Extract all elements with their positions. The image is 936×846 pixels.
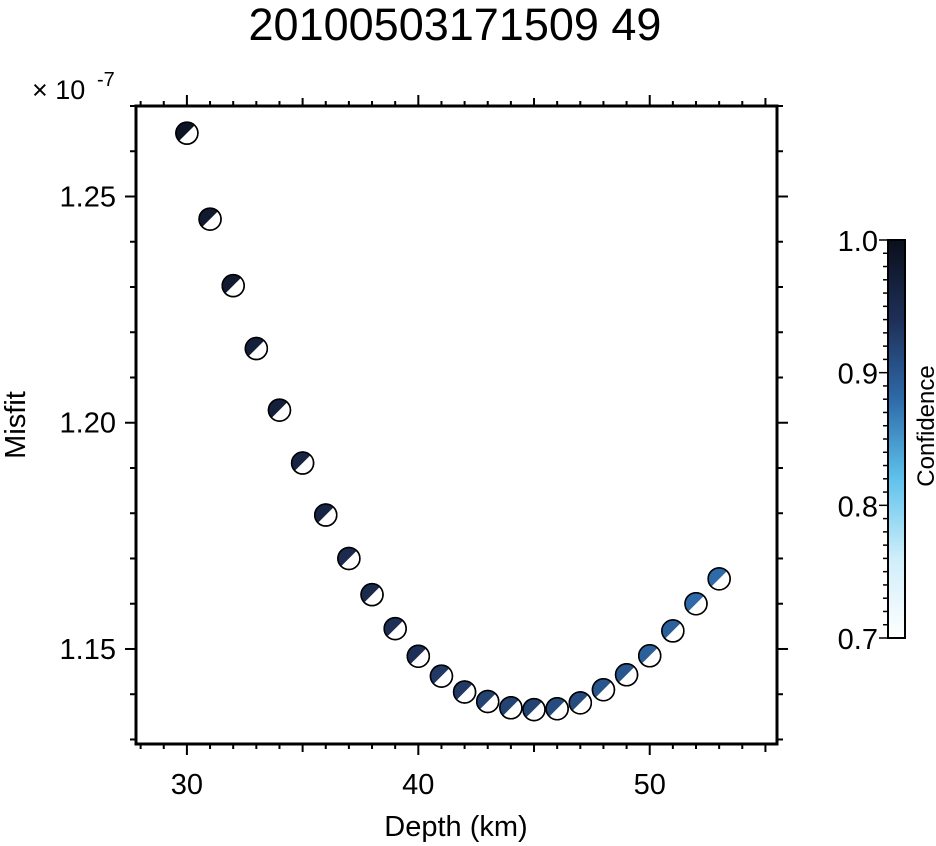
data-point — [661, 619, 685, 643]
data-point — [475, 689, 500, 714]
data-point — [360, 582, 384, 607]
data-point — [383, 616, 407, 641]
x-axis: 30 40 50 — [139, 95, 767, 801]
data-point — [591, 677, 616, 702]
data-point — [406, 644, 431, 668]
y-multiplier-base: × 10 — [32, 75, 85, 105]
x-tick-label: 40 — [402, 769, 434, 801]
colorbar-bar — [887, 239, 906, 639]
data-point — [290, 451, 315, 475]
data-point — [522, 697, 546, 722]
data-point — [499, 696, 523, 720]
data-point — [452, 680, 477, 704]
y-multiplier: × 10 -7 — [32, 69, 115, 105]
colorbar: Confidence 0.7 0.8 0.9 1.0 — [838, 226, 936, 656]
y-tick-label: 1.25 — [60, 181, 116, 213]
chart-title: 20100503171509 49 — [249, 0, 662, 50]
data-point — [198, 207, 222, 231]
y-multiplier-exponent: -7 — [97, 69, 115, 91]
data-point — [568, 691, 593, 715]
colorbar-tick-label: 1.0 — [838, 226, 878, 258]
colorbar-label: Confidence — [913, 365, 936, 486]
data-point — [221, 273, 245, 298]
x-tick-label: 30 — [171, 769, 203, 801]
y-axis-label: Misfit — [0, 391, 32, 459]
data-point — [429, 664, 454, 688]
plot-frame — [134, 104, 779, 746]
y-tick-label: 1.20 — [60, 408, 116, 440]
data-point — [267, 398, 292, 422]
colorbar-tick-label: 0.9 — [838, 359, 878, 391]
data-point — [337, 546, 361, 571]
data-point — [614, 663, 639, 687]
data-points — [175, 121, 731, 722]
data-point — [684, 591, 708, 616]
colorbar-tick-label: 0.7 — [838, 624, 878, 656]
data-point — [314, 503, 338, 527]
data-point — [545, 696, 569, 721]
colorbar-tick-label: 0.8 — [838, 491, 878, 523]
y-tick-label: 1.15 — [60, 634, 116, 666]
data-point — [707, 567, 731, 591]
data-point — [175, 121, 199, 145]
x-axis-label: Depth (km) — [384, 811, 527, 843]
data-point — [244, 336, 269, 361]
y-axis: 1.15 1.20 1.25 — [60, 105, 788, 741]
data-point — [637, 644, 662, 668]
x-tick-label: 50 — [634, 769, 666, 801]
